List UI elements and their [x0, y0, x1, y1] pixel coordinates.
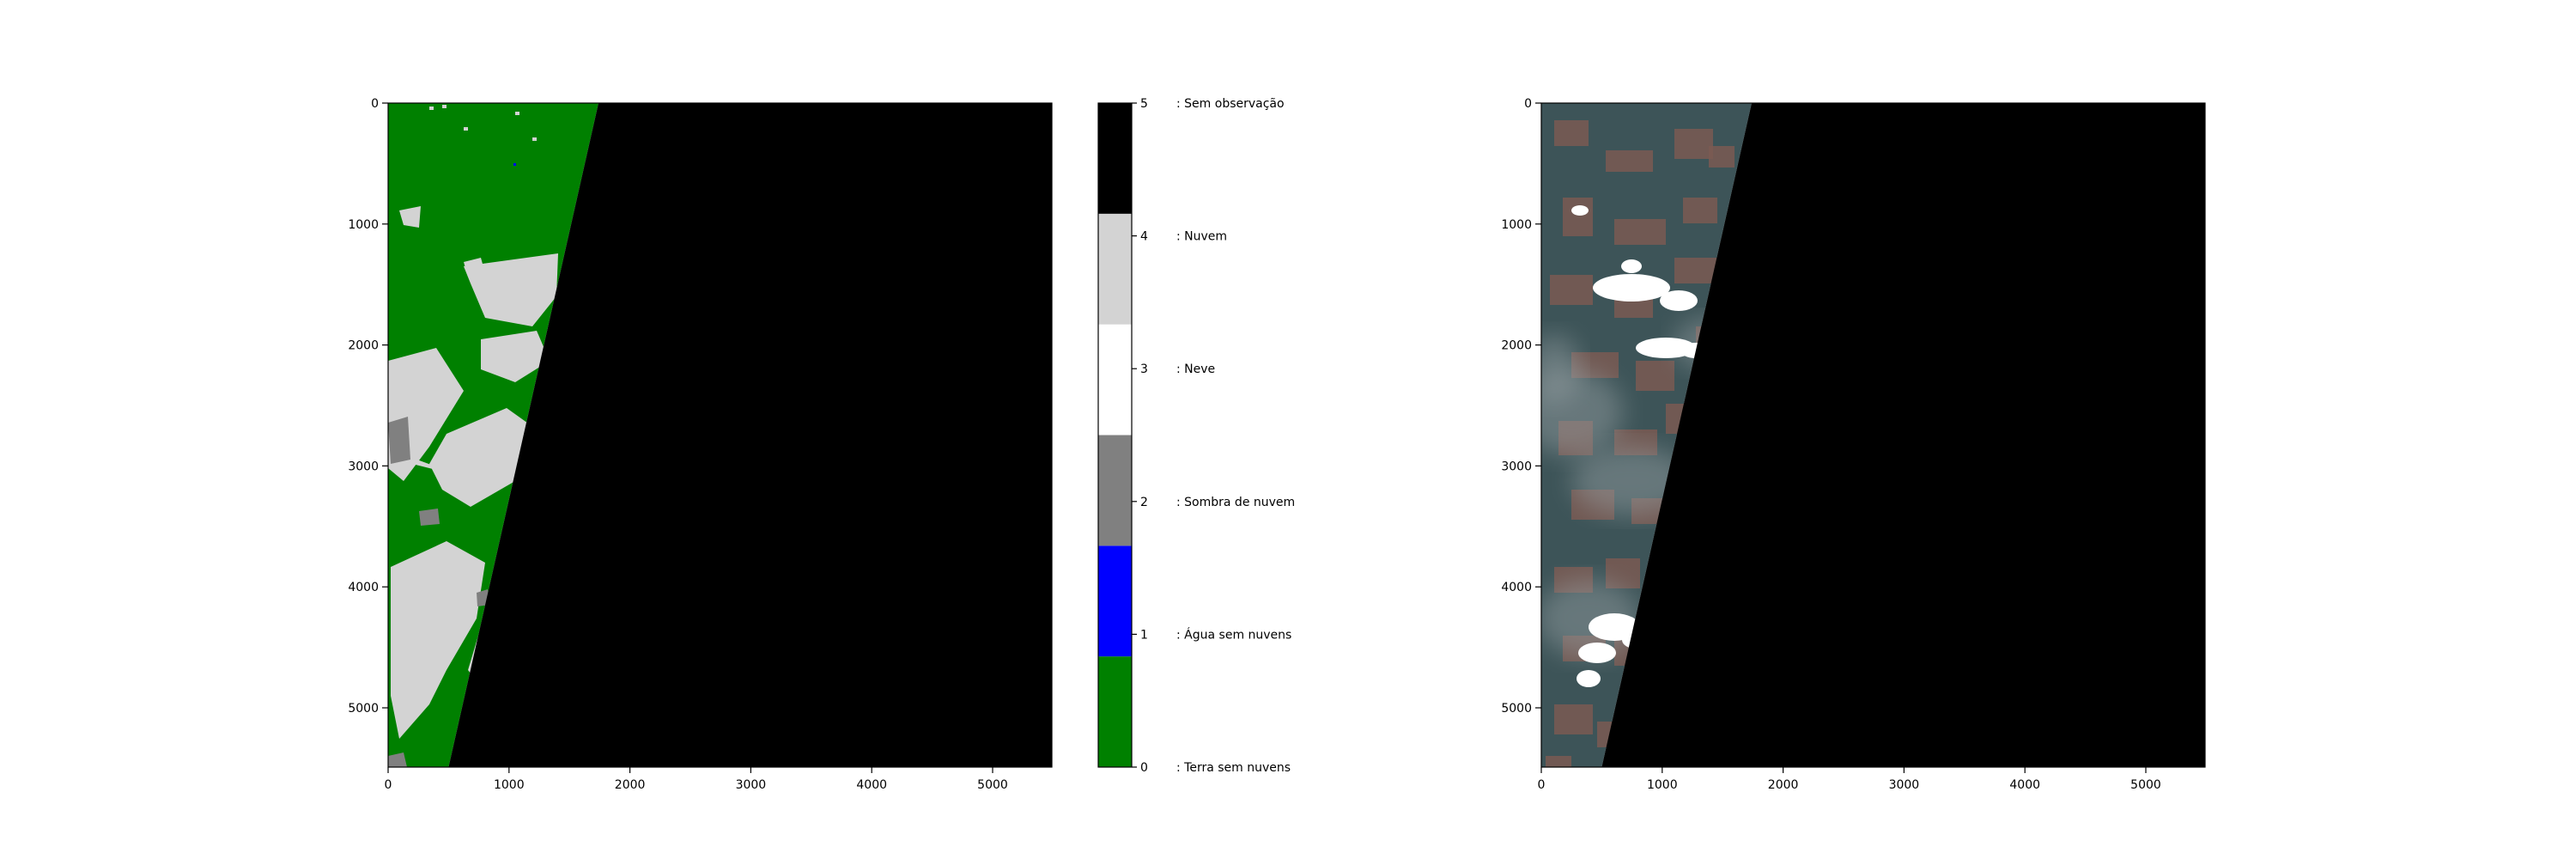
- true-color-image-x-tick-label: 5000: [2130, 778, 2161, 792]
- true-color-image-x-tick-label: 0: [1538, 778, 1546, 792]
- true-color-image-x-ticks: 0 1000 2000 3000 4000 5000: [1538, 767, 2161, 792]
- cloud-speck: [532, 137, 537, 141]
- cloud-patch: [429, 408, 537, 507]
- classification-map-axes: 0 1000 2000 3000 4000 5000 0 1000 2000 3000 4000 5…: [348, 97, 1053, 792]
- clearing-patch: [1546, 756, 1571, 767]
- colorbar-class-label: : Sem observação: [1176, 97, 1285, 111]
- colorbar-tick-label: 2: [1140, 496, 1148, 509]
- classification-map-y-tick-label: 4000: [348, 581, 379, 594]
- bright-cloud: [1571, 205, 1589, 216]
- bright-cloud: [1578, 643, 1616, 663]
- classification-map-x-tick-label: 4000: [856, 778, 887, 792]
- true-color-image: [1541, 103, 2205, 767]
- bright-cloud: [1577, 670, 1601, 687]
- colorbar-tick-label: 0: [1140, 761, 1148, 775]
- bright-cloud: [1636, 338, 1696, 358]
- clearing-patch: [1683, 198, 1717, 223]
- classification-map-image: [388, 103, 1052, 767]
- true-color-image-y-tick-label: 0: [1524, 97, 1532, 111]
- cloud-patch: [391, 541, 485, 739]
- water-pixel: [513, 163, 516, 166]
- colorbar-segment: [1098, 656, 1132, 767]
- true-color-image-y-tick-label: 3000: [1501, 460, 1532, 473]
- cloud-patch: [464, 258, 485, 277]
- cloud-patch: [388, 448, 464, 477]
- haze-patch: [1541, 335, 1580, 404]
- class-colorbar: 0 1 2 3 4 5 : Terra sem nuvens : Água sem nuve…: [1097, 97, 1295, 775]
- clearing-patch: [1636, 361, 1674, 391]
- clearing-patch: [1606, 558, 1640, 588]
- cloud-speck: [515, 112, 519, 115]
- colorbar-tick-label: 5: [1140, 97, 1148, 111]
- cloud-shadow-patch: [419, 509, 440, 526]
- classification-map-y-tick-label: 1000: [348, 218, 379, 232]
- true-color-image-y-ticks: 0 1000 2000 3000 4000 5000: [1501, 97, 1541, 716]
- cloud-patch: [464, 253, 558, 326]
- classification-map-frame: [387, 102, 1053, 768]
- haze-patch: [1571, 447, 1692, 515]
- classification-map-y-tick-label: 2000: [348, 339, 379, 353]
- cloud-speck: [464, 127, 468, 131]
- classification-map-x-tick-label: 1000: [494, 778, 525, 792]
- colorbar-tick-label: 4: [1140, 230, 1148, 244]
- no-observation-region: [1601, 103, 2205, 767]
- colorbar-class-label: : Nuvem: [1176, 230, 1227, 244]
- classification-map-x-tick-label: 2000: [615, 778, 646, 792]
- true-color-image-frame: [1540, 102, 2206, 768]
- colorbar-segment: [1098, 213, 1132, 325]
- cloud-patch: [399, 206, 421, 228]
- colorbar-tick-label: 1: [1140, 628, 1148, 642]
- colorbar-class-labels: : Terra sem nuvens : Água sem nuvens : Som…: [1176, 97, 1295, 775]
- classification-map-x-tick-label: 0: [385, 778, 392, 792]
- cloud-shadow-patch: [388, 752, 407, 767]
- true-color-image-y-tick-label: 2000: [1501, 339, 1532, 353]
- cloud-patch: [481, 331, 550, 382]
- classification-map-y-tick-label: 3000: [348, 460, 379, 473]
- true-color-image-axes: 0 1000 2000 3000 4000 5000 0 1000 2000 3000 4000 5…: [1501, 97, 2206, 792]
- classification-map-x-ticks: 0 1000 2000 3000 4000 5000: [385, 767, 1008, 792]
- colorbar-segment: [1098, 435, 1132, 546]
- clearing-patch: [1674, 129, 1713, 159]
- true-color-image-y-tick-label: 1000: [1501, 218, 1532, 232]
- cloud-speck: [442, 105, 447, 108]
- bright-cloud: [1660, 290, 1698, 311]
- clearing-patch: [1550, 275, 1593, 305]
- clearing-patch: [1563, 198, 1593, 236]
- classification-map-x-tick-label: 3000: [736, 778, 767, 792]
- bright-cloud: [1621, 259, 1642, 273]
- classification-map-y-tick-label: 5000: [348, 702, 379, 716]
- colorbar-tick-label: 3: [1140, 362, 1148, 376]
- clearing-patch: [1606, 150, 1653, 172]
- colorbar-class-label: : Neve: [1176, 362, 1215, 376]
- no-observation-region: [448, 103, 1052, 767]
- clearing-patch: [1614, 219, 1666, 245]
- clearing-patch: [1709, 146, 1735, 168]
- colorbar-segments: [1098, 103, 1132, 767]
- classification-map-y-tick-label: 0: [371, 97, 379, 111]
- true-color-image-x-tick-label: 2000: [1768, 778, 1799, 792]
- true-color-image-x-tick-label: 3000: [1889, 778, 1920, 792]
- bright-cloud: [1593, 274, 1670, 302]
- colorbar-class-label: : Terra sem nuvens: [1176, 761, 1291, 775]
- cloud-speck: [429, 107, 434, 110]
- classification-map-y-ticks: 0 1000 2000 3000 4000 5000: [348, 97, 388, 716]
- colorbar-segment: [1098, 545, 1132, 657]
- true-color-image-x-tick-label: 1000: [1647, 778, 1678, 792]
- clearing-patch: [1554, 704, 1593, 734]
- colorbar-ticks: 0 1 2 3 4 5: [1132, 97, 1148, 775]
- colorbar-frame: [1097, 102, 1133, 768]
- true-color-image-y-tick-label: 4000: [1501, 581, 1532, 594]
- classification-map-x-tick-label: 5000: [977, 778, 1008, 792]
- colorbar-class-label: : Água sem nuvens: [1176, 627, 1291, 642]
- colorbar-class-label: : Sombra de nuvem: [1176, 496, 1295, 509]
- colorbar-segment: [1098, 324, 1132, 436]
- clearing-patch: [1674, 258, 1717, 283]
- true-color-image-y-tick-label: 5000: [1501, 702, 1532, 716]
- colorbar-segment: [1098, 103, 1132, 214]
- cloud-patch: [505, 273, 517, 285]
- true-color-image-x-tick-label: 4000: [2009, 778, 2040, 792]
- clearing-patch: [1554, 120, 1589, 146]
- cloud-shadow-patch: [388, 417, 410, 464]
